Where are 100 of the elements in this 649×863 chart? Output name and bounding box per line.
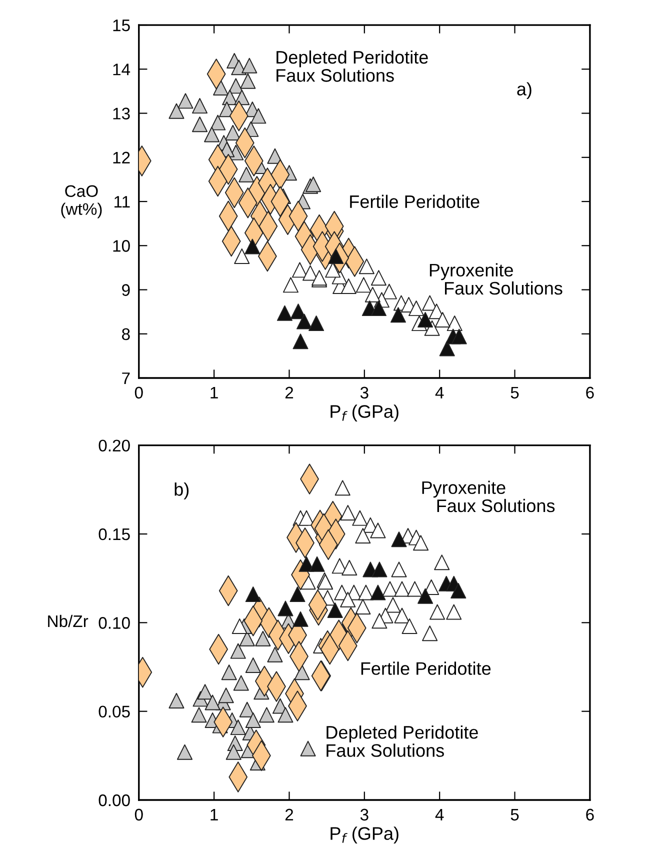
point xyxy=(255,630,271,646)
point xyxy=(364,286,380,302)
point xyxy=(327,602,343,618)
point xyxy=(372,562,388,578)
point xyxy=(300,740,316,756)
x-tick-label: 2 xyxy=(285,386,294,398)
annotation: Depleted Peridotite Faux Solutions xyxy=(276,50,428,82)
point xyxy=(355,528,371,544)
point xyxy=(290,586,306,602)
y-tick-label: 8 xyxy=(122,328,130,340)
point xyxy=(434,312,450,328)
point xyxy=(267,646,283,662)
point xyxy=(450,582,466,598)
point xyxy=(278,600,294,616)
point xyxy=(394,581,410,597)
point xyxy=(430,604,446,620)
point xyxy=(372,613,388,629)
point xyxy=(434,554,450,570)
point xyxy=(308,316,324,332)
point xyxy=(230,720,246,736)
point xyxy=(446,316,462,332)
point xyxy=(358,584,374,600)
point xyxy=(226,744,242,760)
point xyxy=(210,114,226,130)
x-axis-title: P$_{f}$ (GPa) xyxy=(330,826,398,844)
x-axis-title: P$_{f}$ (GPa) xyxy=(330,404,398,422)
point xyxy=(178,93,194,109)
x-tick-label: 2 xyxy=(285,808,294,820)
y-tick-label: 0.20 xyxy=(98,440,130,452)
y-tick-label: 9 xyxy=(122,284,130,296)
x-tick-label: 6 xyxy=(586,386,594,399)
x-tick-label: 6 xyxy=(586,808,594,821)
point xyxy=(176,744,193,760)
annotation: a) xyxy=(517,82,532,100)
point xyxy=(292,334,308,350)
point xyxy=(358,258,374,274)
point xyxy=(309,556,325,572)
x-tick-label: 1 xyxy=(210,386,218,398)
annotation: Fertile Peridotite xyxy=(361,662,491,675)
point xyxy=(418,312,434,328)
point xyxy=(192,116,208,132)
point xyxy=(298,510,314,526)
point xyxy=(352,510,368,526)
point xyxy=(213,80,229,96)
y-tick-label: 13 xyxy=(113,108,130,120)
point xyxy=(306,176,322,192)
y-tick-label: 0.15 xyxy=(98,528,130,540)
point xyxy=(325,262,341,278)
point xyxy=(282,277,299,293)
y-tick-label: 15 xyxy=(113,20,130,32)
annotation: Fertile Peridotite xyxy=(350,194,480,208)
annotation: Pyroxenite Faux Solutions xyxy=(422,480,555,512)
point xyxy=(204,694,220,710)
point xyxy=(407,581,423,597)
point xyxy=(370,300,386,316)
x-tick-label: 1 xyxy=(210,808,218,820)
point xyxy=(240,73,256,89)
point xyxy=(276,305,292,321)
point xyxy=(340,592,356,608)
point xyxy=(231,60,247,76)
point xyxy=(245,712,261,728)
point xyxy=(168,692,184,708)
point xyxy=(168,103,184,119)
y-axis-title: CaO (wt%) xyxy=(61,185,102,218)
point xyxy=(245,657,261,673)
point xyxy=(394,608,410,624)
point xyxy=(233,675,249,691)
point xyxy=(451,328,467,344)
x-tick-label: 4 xyxy=(435,386,444,398)
point xyxy=(191,707,207,723)
point xyxy=(292,262,308,278)
point xyxy=(218,688,234,704)
point xyxy=(422,626,438,642)
point xyxy=(334,480,350,496)
point xyxy=(294,664,310,680)
point xyxy=(370,522,386,538)
point xyxy=(225,124,241,140)
point xyxy=(390,307,406,323)
y-tick-label: 10 xyxy=(113,240,130,252)
x-tick-label: 0 xyxy=(134,386,143,399)
point xyxy=(242,58,258,74)
point xyxy=(413,535,429,551)
x-tick-label: 3 xyxy=(360,808,368,821)
point xyxy=(382,581,398,597)
point xyxy=(221,664,237,680)
point xyxy=(192,98,208,114)
point xyxy=(230,643,246,659)
point xyxy=(381,284,397,300)
point xyxy=(258,707,274,723)
annotation: Depleted Peridotite Faux Solutions xyxy=(326,726,478,757)
y-tick-label: 14 xyxy=(113,64,130,76)
point xyxy=(408,300,424,316)
point xyxy=(402,618,418,634)
annotation: b) xyxy=(174,482,189,500)
y-tick-label: 12 xyxy=(113,152,130,164)
point xyxy=(391,532,407,548)
point xyxy=(238,166,254,182)
point xyxy=(278,707,294,723)
point xyxy=(250,108,266,124)
y-tick-label: 11 xyxy=(114,196,130,208)
